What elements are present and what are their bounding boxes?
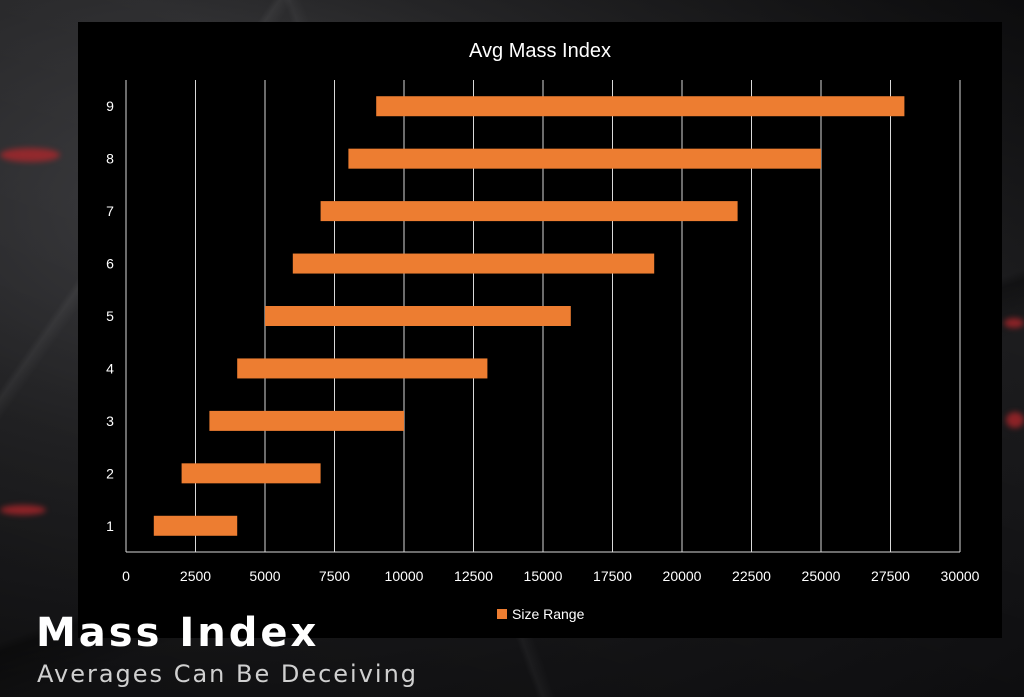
x-tick-label: 0 <box>122 568 130 584</box>
y-tick-label: 7 <box>106 203 114 219</box>
footer-title: Mass Index <box>36 610 320 656</box>
bar <box>237 358 488 379</box>
ember-glow <box>1004 318 1024 328</box>
y-tick-label: 9 <box>106 98 114 114</box>
y-tick-label: 2 <box>106 465 114 481</box>
x-tick-label: 25000 <box>802 568 841 584</box>
bar <box>320 201 738 222</box>
x-tick-label: 15000 <box>524 568 563 584</box>
x-tick-label: 20000 <box>663 568 702 584</box>
x-tick-label: 7500 <box>319 568 350 584</box>
x-tick-label: 5000 <box>249 568 280 584</box>
footer-subtitle: Averages Can Be Deceiving <box>37 660 419 688</box>
x-tick-label: 30000 <box>941 568 980 584</box>
chart-panel: Avg Mass Index 0 2500 5000 7500 10000 12500 15… <box>78 22 1002 638</box>
bar <box>348 148 821 169</box>
ember-glow <box>0 505 46 515</box>
bars <box>153 96 905 536</box>
axes: 0 2500 5000 7500 10000 12500 15000 17500 20000 22… <box>106 80 980 584</box>
x-tick-label: 12500 <box>454 568 493 584</box>
x-tick-label: 2500 <box>180 568 211 584</box>
x-tick-label: 10000 <box>385 568 424 584</box>
bar <box>153 515 238 536</box>
y-tick-label: 8 <box>106 151 114 167</box>
bar <box>181 463 321 484</box>
bar <box>292 253 655 274</box>
legend-label: Size Range <box>512 606 585 622</box>
ember-glow <box>1006 412 1024 428</box>
y-tick-label: 1 <box>106 518 114 534</box>
legend: Size Range <box>497 606 585 622</box>
y-tick-label: 3 <box>106 413 114 429</box>
legend-swatch <box>497 609 507 619</box>
bar <box>376 96 905 117</box>
chart-svg: Avg Mass Index 0 2500 5000 7500 10000 12500 15… <box>106 40 980 622</box>
bar <box>209 410 404 431</box>
y-tick-label: 5 <box>106 308 114 324</box>
chart-title: Avg Mass Index <box>469 40 611 62</box>
y-tick-label: 6 <box>106 256 114 272</box>
x-tick-label: 22500 <box>732 568 771 584</box>
bar <box>265 306 571 326</box>
ember-glow <box>0 148 60 162</box>
x-tick-label: 17500 <box>593 568 632 584</box>
x-tick-label: 27500 <box>871 568 910 584</box>
y-tick-label: 4 <box>106 360 114 376</box>
